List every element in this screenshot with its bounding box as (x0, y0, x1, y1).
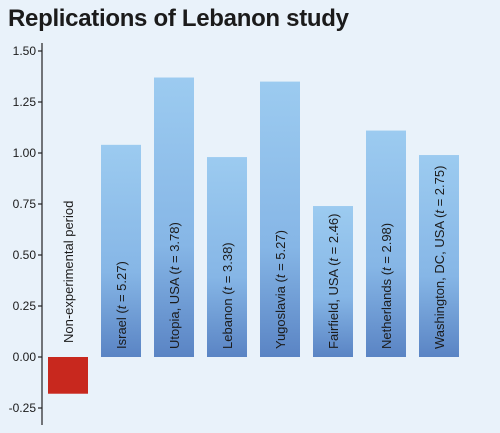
bar-0 (48, 357, 88, 394)
y-tick-label-3: 0.75 (13, 197, 37, 211)
bar-4 (260, 81, 300, 357)
bar-2 (154, 77, 194, 358)
bar-label-4: Yugoslavia (t = 5.27) (273, 230, 288, 349)
bar-label-0: Non-experimental period (61, 201, 76, 343)
y-tick-label-7: -0.25 (9, 401, 37, 415)
y-tick-label-2: 1.00 (13, 146, 37, 160)
bar-label-1: Israel (t = 5.27) (114, 261, 129, 349)
bar-label-2: Utopia, USA (t = 3.78) (167, 222, 182, 349)
y-tick-label-4: 0.50 (13, 248, 37, 262)
bar-label-5: Fairfield, USA (t = 2.46) (326, 214, 341, 350)
y-tick-label-0: 1.50 (13, 44, 37, 58)
bar-label-3: Lebanon (t = 3.38) (220, 242, 235, 349)
bar-label-7: Washington, DC, USA (t = 2.75) (432, 166, 447, 349)
bar-7 (419, 155, 459, 357)
bar-3 (207, 157, 247, 357)
bar-label-6: Netherlands (t = 2.98) (379, 223, 394, 349)
y-tick-label-5: 0.25 (13, 299, 37, 313)
bar-1 (101, 144, 141, 357)
y-tick-label-6: 0.00 (13, 350, 37, 364)
chart-title: Replications of Lebanon study (8, 5, 349, 32)
y-tick-label-1: 1.25 (13, 95, 37, 109)
bar-6 (366, 130, 406, 357)
bar-5 (313, 206, 353, 357)
